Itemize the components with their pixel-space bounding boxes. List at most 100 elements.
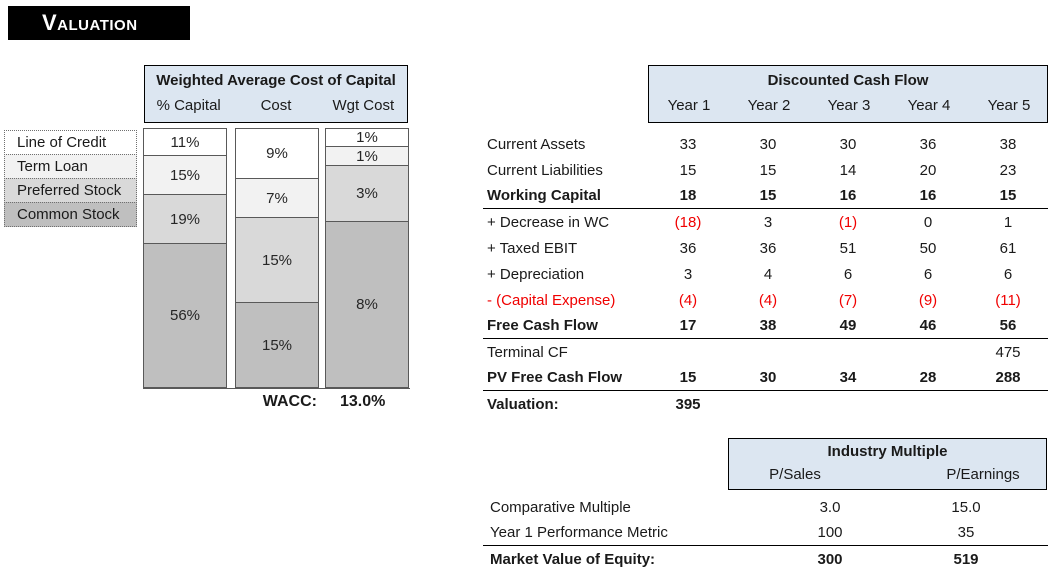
cell-negative: (11): [995, 291, 1021, 309]
dcf-col-year-2: Year 2: [747, 97, 791, 114]
cell: 3: [683, 265, 693, 283]
segment-preferred-stock: 3%: [325, 165, 409, 222]
cell: 15: [759, 161, 777, 179]
cell-negative: (4): [678, 291, 698, 309]
wacc-total-value: 13.0%: [340, 393, 386, 410]
bar-cost: 9% 7% 15% 15%: [235, 128, 319, 388]
row-label: + Taxed EBIT: [487, 239, 578, 257]
capital-structure-legend: Line of Credit Term Loan Preferred Stock…: [4, 130, 137, 227]
segment-common-stock: 56%: [143, 243, 227, 388]
row-label: Market Value of Equity:: [490, 550, 656, 568]
wacc-stacked-bar-chart: 11% 15% 19% 56% 9% 7% 15% 15% 1% 1% 3% 8…: [143, 128, 410, 389]
segment-line-of-credit: 9%: [235, 128, 319, 179]
row-label: Current Assets: [487, 135, 586, 153]
cell: 15: [679, 369, 697, 386]
valuation-value: 395: [675, 395, 701, 413]
cell: 0: [923, 213, 933, 231]
cell: 3.0: [819, 498, 841, 516]
cell: 30: [759, 369, 777, 386]
cell: 34: [839, 369, 857, 386]
cell-negative: (4): [758, 291, 778, 309]
page-title-box: Valuation: [8, 6, 190, 40]
segment-value: 15%: [261, 251, 293, 269]
cell: 56: [999, 317, 1017, 334]
segment-common-stock: 8%: [325, 221, 409, 388]
valuation-label: Valuation:: [487, 395, 559, 413]
cell: 15.0: [951, 498, 981, 516]
cell: 35: [957, 524, 975, 541]
segment-term-loan: 15%: [143, 155, 227, 195]
segment-value: 11%: [170, 133, 200, 151]
cell: 15: [679, 161, 697, 179]
bar-percent-capital: 11% 15% 19% 56%: [143, 128, 227, 388]
cell-negative: (7): [838, 291, 858, 309]
table-row-pv-free-cash-flow: PV Free Cash Flow 15 30 34 28 288: [483, 365, 1048, 391]
dcf-col-year-5: Year 5: [987, 97, 1031, 114]
cell: 100: [817, 524, 843, 541]
segment-value: 19%: [169, 210, 201, 228]
row-label: - (Capital Expense): [487, 291, 616, 309]
dcf-title: Discounted Cash Flow: [767, 72, 929, 89]
cell: 16: [919, 187, 937, 204]
cell: 33: [679, 135, 697, 153]
cell: 1: [1003, 213, 1013, 231]
wacc-total-label: WACC:: [262, 393, 317, 410]
industry-col-p-earnings: P/Earnings: [946, 466, 1020, 483]
industry-column-headers: P/Sales P/Earnings: [729, 466, 1046, 483]
cell: 3: [763, 213, 773, 231]
row-label: Working Capital: [487, 187, 601, 204]
wacc-col-wgt-cost: Wgt Cost: [332, 97, 395, 114]
cell: 23: [999, 161, 1017, 179]
cell: 6: [1003, 265, 1013, 283]
industry-rows: Comparative Multiple 3.0 15.0 Year 1 Per…: [483, 494, 1048, 572]
cell: 28: [919, 369, 937, 386]
wacc-table-header: Weighted Average Cost of Capital % Capit…: [144, 65, 408, 123]
table-row-year1-performance-metric: Year 1 Performance Metric 100 35: [483, 520, 1048, 546]
segment-value: 1%: [356, 129, 378, 146]
wacc-col-percent-capital: % Capital: [156, 97, 221, 114]
segment-value: 15%: [169, 166, 201, 184]
segment-value: 56%: [169, 307, 201, 324]
legend-item-term-loan: Term Loan: [4, 154, 137, 179]
segment-value: 15%: [261, 336, 293, 354]
cell: 36: [759, 239, 777, 257]
row-label: + Depreciation: [487, 265, 585, 283]
segment-preferred-stock: 15%: [235, 217, 319, 303]
column-spacer: [861, 466, 889, 483]
cell: 18: [679, 187, 697, 204]
row-label: PV Free Cash Flow: [487, 369, 623, 386]
cell: 51: [839, 239, 857, 257]
cell: 61: [999, 239, 1017, 257]
legend-label: Common Stock: [17, 206, 120, 223]
cell: 15: [759, 187, 777, 204]
table-row-free-cash-flow: Free Cash Flow 17 38 49 46 56: [483, 313, 1048, 339]
legend-label: Line of Credit: [17, 134, 107, 151]
chart-baseline: [143, 388, 410, 389]
dcf-col-year-3: Year 3: [827, 97, 871, 114]
dcf-col-year-4: Year 4: [907, 97, 951, 114]
dcf-year-headers: Year 1 Year 2 Year 3 Year 4 Year 5: [649, 97, 1047, 114]
cell: 36: [919, 135, 937, 153]
bar-wgt-cost: 1% 1% 3% 8%: [325, 128, 409, 388]
segment-value: 8%: [356, 296, 378, 313]
industry-table-header: Industry Multiple P/Sales P/Earnings: [728, 438, 1047, 490]
cell: 4: [763, 265, 773, 283]
table-row-valuation: Valuation: 395: [483, 391, 1048, 417]
cell: 20: [919, 161, 937, 179]
table-row-working-capital: Working Capital 18 15 16 16 15: [483, 183, 1048, 209]
segment-value: 7%: [266, 189, 288, 207]
segment-common-stock: 15%: [235, 302, 319, 388]
cell: 14: [839, 161, 857, 179]
table-row-taxed-ebit: + Taxed EBIT 36 36 51 50 61: [483, 235, 1048, 261]
row-label: Comparative Multiple: [490, 498, 631, 516]
cell-negative: (18): [674, 213, 702, 231]
legend-item-common-stock: Common Stock: [4, 202, 137, 227]
segment-value: 3%: [356, 185, 378, 202]
row-label: Current Liabilities: [487, 161, 603, 179]
segment-preferred-stock: 19%: [143, 194, 227, 244]
dcf-table-header: Discounted Cash Flow Year 1 Year 2 Year …: [648, 65, 1048, 123]
page-title: Valuation: [42, 10, 138, 35]
table-row-current-assets: Current Assets 33 30 30 36 38: [483, 131, 1048, 157]
cell: 288: [995, 369, 1021, 386]
